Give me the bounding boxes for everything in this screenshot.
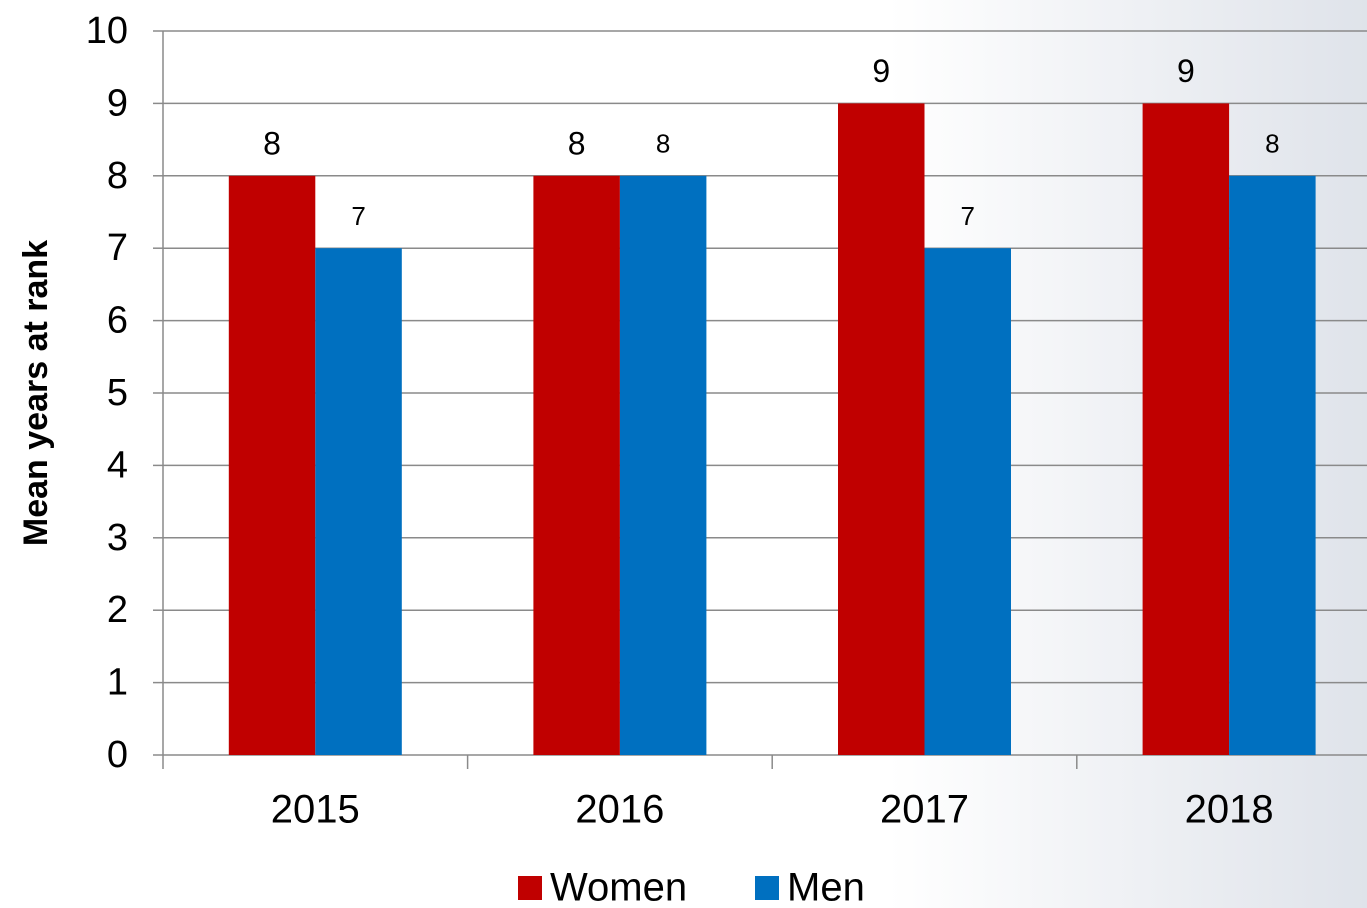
y-tick-label: 1 <box>107 662 128 704</box>
y-tick-label: 0 <box>107 734 128 776</box>
bar <box>838 103 925 755</box>
y-tick-label: 3 <box>107 517 128 559</box>
x-tick-label: 2015 <box>271 788 360 832</box>
bar <box>1142 103 1230 755</box>
legend-swatch <box>518 876 542 900</box>
y-tick-label: 5 <box>107 372 128 414</box>
bar <box>924 248 1011 755</box>
bar <box>315 248 402 755</box>
legend-swatch <box>755 876 779 900</box>
legend-label: Men <box>787 866 865 908</box>
value-label: 9 <box>872 53 890 89</box>
bar <box>1229 175 1316 756</box>
x-tick-label: 2018 <box>1185 788 1274 832</box>
y-tick-label: 6 <box>107 300 128 342</box>
bar <box>619 175 707 756</box>
y-axis-label: Mean years at rank <box>17 240 55 546</box>
value-label: 9 <box>1177 53 1195 89</box>
bar <box>228 175 316 756</box>
x-tick-label: 2017 <box>880 788 969 832</box>
y-tick-label: 10 <box>86 10 128 52</box>
value-label: 7 <box>351 201 365 231</box>
y-tick-label: 8 <box>107 155 128 197</box>
x-tick-label: 2016 <box>575 788 664 832</box>
value-label: 8 <box>656 129 670 159</box>
value-label: 8 <box>1265 129 1279 159</box>
value-label: 7 <box>961 201 975 231</box>
bar <box>533 175 620 756</box>
legend-label: Women <box>550 866 687 908</box>
y-tick-label: 7 <box>107 227 128 269</box>
value-label: 8 <box>568 125 586 161</box>
y-tick-label: 9 <box>107 82 128 124</box>
y-tick-label: 2 <box>107 589 128 631</box>
value-label: 8 <box>263 125 281 161</box>
y-tick-label: 4 <box>107 444 128 486</box>
